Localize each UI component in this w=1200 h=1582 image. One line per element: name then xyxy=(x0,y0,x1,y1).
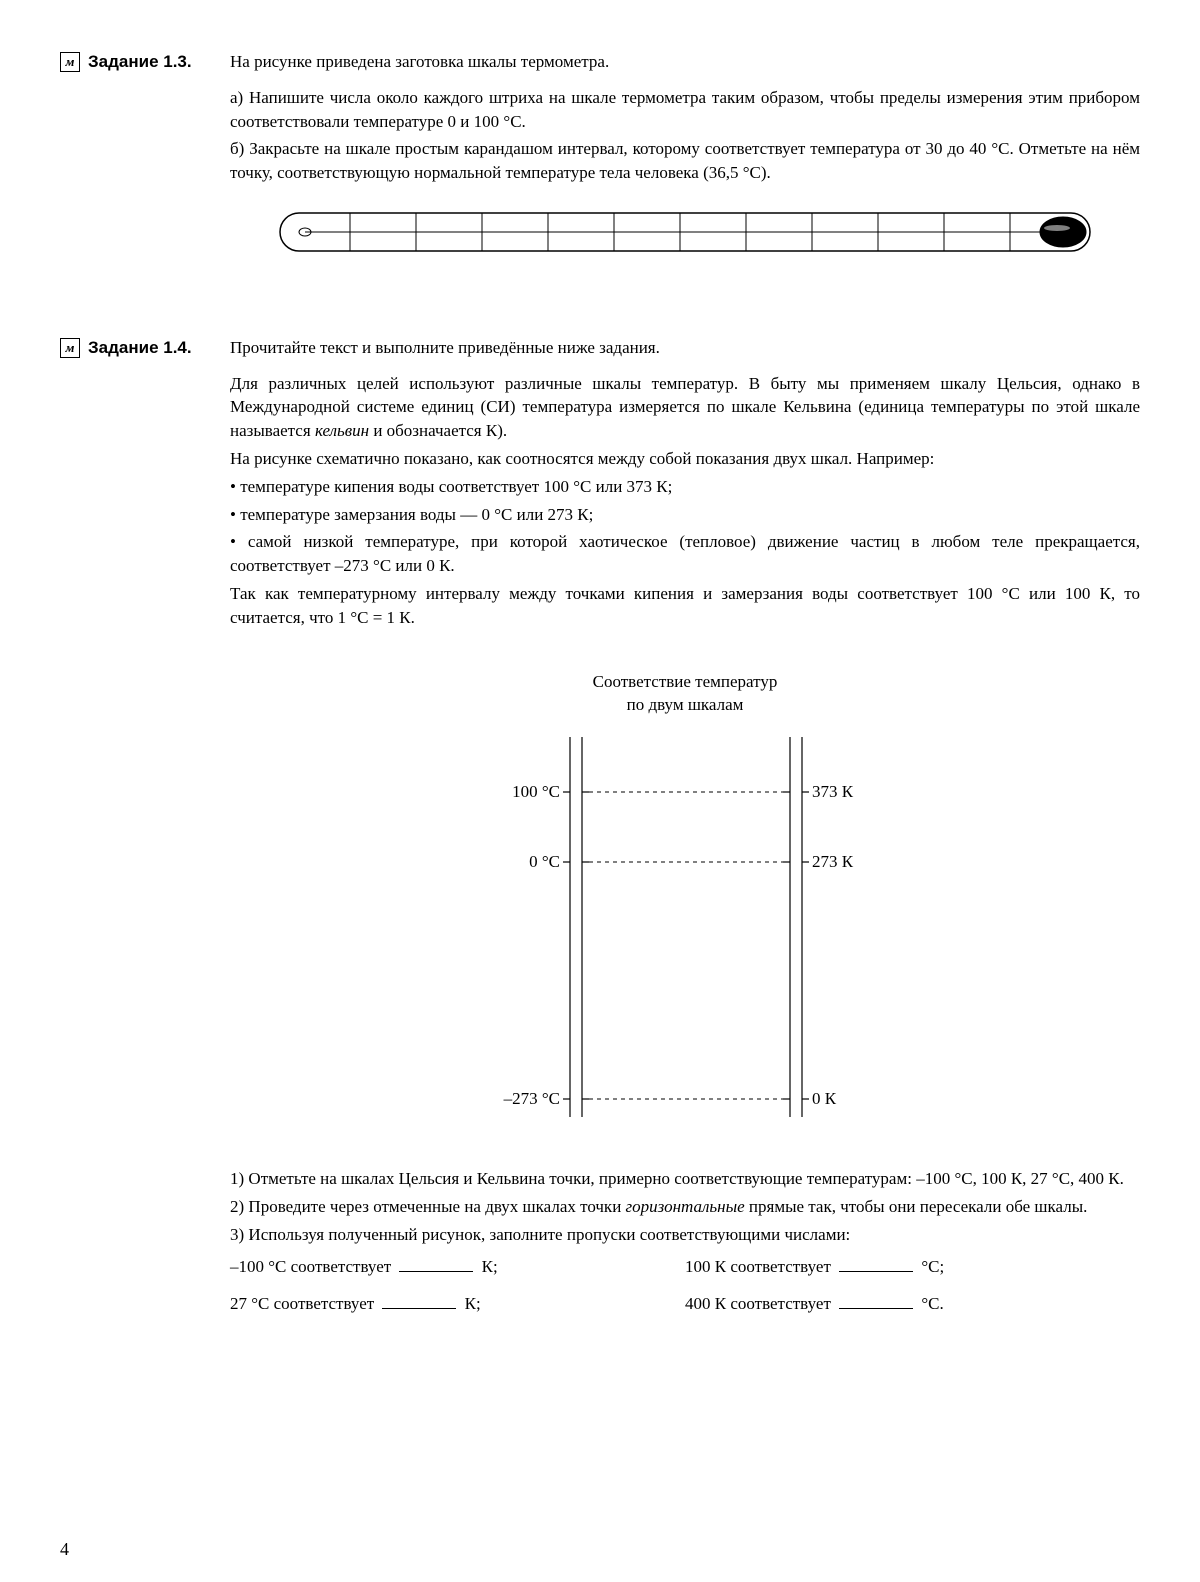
question-2: 2) Проведите через отмеченные на двух шк… xyxy=(230,1195,1140,1219)
task-1-3-body: На рисунке приведена заготовка шкалы тер… xyxy=(230,50,1140,296)
task-1-4-body: Прочитайте текст и выполните приведённые… xyxy=(230,336,1140,1330)
blank-2-pre: 100 К соответствует xyxy=(685,1257,835,1276)
task-1-3-prompt: На рисунке приведена заготовка шкалы тер… xyxy=(230,50,1140,74)
task-1-4-label: Задание 1.4. xyxy=(88,336,192,360)
blanks-grid: –100 °С соответствует К; 100 К соответст… xyxy=(230,1255,1140,1331)
blank-1-line[interactable] xyxy=(399,1255,473,1272)
task-1-4-b1: • температуре кипения воды соответствует… xyxy=(230,475,1140,499)
task-1-4: м Задание 1.4. Прочитайте текст и выполн… xyxy=(60,336,1140,1330)
svg-text:373 К: 373 К xyxy=(812,782,854,801)
task-1-4-prompt: Прочитайте текст и выполните приведённые… xyxy=(230,336,1140,360)
blank-3-pre: 27 °С соответствует xyxy=(230,1294,378,1313)
task-1-3-part-b: б) Закрасьте на шкале простым карандашом… xyxy=(230,137,1140,185)
task-1-4-p2: На рисунке схематично показано, как соот… xyxy=(230,447,1140,471)
diagram-title-line1: Соответствие температур xyxy=(230,670,1140,694)
task-1-4-header: м Задание 1.4. xyxy=(60,336,230,1330)
q2-italic: горизонтальные xyxy=(626,1197,745,1216)
question-3: 3) Используя полученный рисунок, заполни… xyxy=(230,1223,1140,1247)
task-1-4-icon: м xyxy=(60,338,80,358)
task-1-3-icon: м xyxy=(60,52,80,72)
blank-1-pre: –100 °С соответствует xyxy=(230,1257,395,1276)
blank-3-line[interactable] xyxy=(382,1292,456,1309)
question-1: 1) Отметьте на шкалах Цельсия и Кельвина… xyxy=(230,1167,1140,1191)
page: м Задание 1.3. На рисунке приведена заго… xyxy=(0,0,1200,1582)
diagram-title: Соответствие температур по двум шкалам xyxy=(230,670,1140,718)
svg-text:0 °С: 0 °С xyxy=(529,852,560,871)
task-1-4-b2: • температуре замерзания воды — 0 °С или… xyxy=(230,503,1140,527)
blank-4: 400 К соответствует °С. xyxy=(685,1292,1140,1316)
q2-part-a: 2) Проведите через отмеченные на двух шк… xyxy=(230,1197,626,1216)
diagram-title-line2: по двум шкалам xyxy=(230,693,1140,717)
blank-3: 27 °С соответствует К; xyxy=(230,1292,685,1316)
blank-2: 100 К соответствует °С; xyxy=(685,1255,1140,1279)
blank-4-line[interactable] xyxy=(839,1292,913,1309)
blank-2-post: °С; xyxy=(917,1257,944,1276)
p1-end: и обозначается К). xyxy=(369,421,507,440)
svg-text:0 К: 0 К xyxy=(812,1089,837,1108)
blank-4-post: °С. xyxy=(917,1294,944,1313)
svg-text:100 °С: 100 °С xyxy=(512,782,560,801)
svg-text:273 К: 273 К xyxy=(812,852,854,871)
blank-4-pre: 400 К соответствует xyxy=(685,1294,835,1313)
blank-2-line[interactable] xyxy=(839,1255,913,1272)
blank-3-post: К; xyxy=(460,1294,480,1313)
task-1-4-p1: Для различных целей используют различные… xyxy=(230,372,1140,443)
p1-italic: кельвин xyxy=(315,421,369,440)
thermometer-figure xyxy=(230,205,1140,266)
scales-diagram-wrap: 100 °С 373 К 0 °С 273 К –273 °С 0 К xyxy=(230,727,1140,1137)
blank-1-post: К; xyxy=(477,1257,497,1276)
q2-part-b: прямые так, чтобы они пересекали обе шка… xyxy=(745,1197,1088,1216)
task-1-4-p3: Так как температурному интервалу между т… xyxy=(230,582,1140,630)
scales-diagram-svg: 100 °С 373 К 0 °С 273 К –273 °С 0 К xyxy=(465,727,905,1137)
blank-1: –100 °С соответствует К; xyxy=(230,1255,685,1279)
task-1-3-header: м Задание 1.3. xyxy=(60,50,230,296)
questions-list: 1) Отметьте на шкалах Цельсия и Кельвина… xyxy=(230,1167,1140,1330)
task-1-3-label: Задание 1.3. xyxy=(88,50,192,74)
task-1-4-b3: • самой низкой температуре, при которой … xyxy=(230,530,1140,578)
task-1-3-part-a: а) Напишите числа около каждого штриха н… xyxy=(230,86,1140,134)
thermometer-svg xyxy=(270,205,1100,259)
task-1-3: м Задание 1.3. На рисунке приведена заго… xyxy=(60,50,1140,296)
svg-text:–273 °С: –273 °С xyxy=(503,1089,560,1108)
page-number: 4 xyxy=(60,1537,69,1562)
